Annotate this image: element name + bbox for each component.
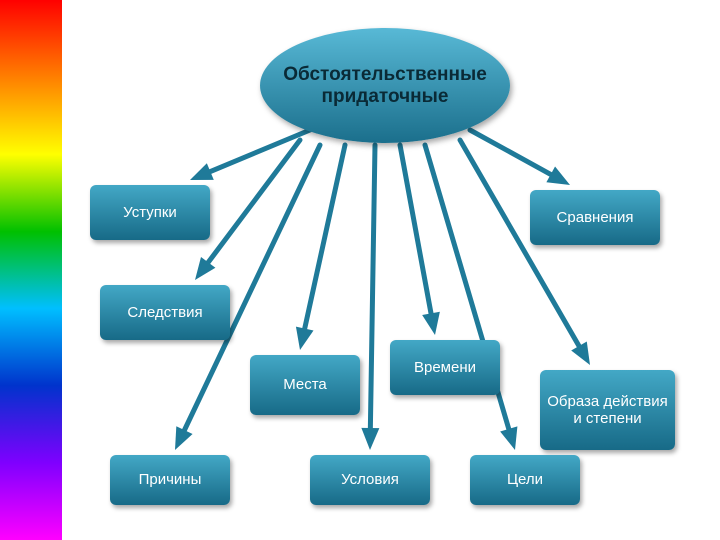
arrow-shaft	[400, 145, 431, 313]
node-mesta: Места	[250, 355, 360, 415]
node-label: Образа действия и степени	[546, 393, 669, 428]
arrow-head	[296, 327, 314, 350]
node-ustupki: Уступки	[90, 185, 210, 240]
node-sravneniya: Сравнения	[530, 190, 660, 245]
arrow-head	[422, 312, 440, 335]
node-obraza: Образа действия и степени	[540, 370, 675, 450]
node-celi: Цели	[470, 455, 580, 505]
arrow-head	[195, 257, 215, 280]
node-label: Причины	[139, 471, 202, 488]
node-label: Условия	[341, 471, 399, 488]
arrow-head	[361, 428, 379, 450]
node-label: Места	[283, 376, 327, 393]
arrow-shaft	[305, 145, 345, 329]
node-label: Сравнения	[557, 209, 634, 226]
arrow-shaft	[470, 130, 551, 174]
arrow-shaft	[208, 140, 300, 262]
diagram-stage: Обстоятельственные придаточные Уступки Сра…	[0, 0, 720, 540]
arrow-head	[546, 167, 570, 185]
node-label: Времени	[414, 359, 476, 376]
central-node-label: Обстоятельственные придаточные	[278, 64, 492, 108]
rainbow-sidebar	[0, 0, 62, 540]
node-usloviya: Условия	[310, 455, 430, 505]
node-label: Цели	[507, 471, 543, 488]
node-label: Следствия	[127, 304, 202, 321]
node-vremeni: Времени	[390, 340, 500, 395]
arrow-head	[175, 426, 193, 450]
arrow-shaft	[370, 145, 375, 428]
arrow-head	[190, 163, 214, 180]
node-sledstviya: Следствия	[100, 285, 230, 340]
arrow-head	[500, 426, 517, 450]
node-prichiny: Причины	[110, 455, 230, 505]
central-node: Обстоятельственные придаточные	[260, 28, 510, 143]
arrow-shaft	[210, 130, 310, 172]
node-label: Уступки	[123, 204, 177, 221]
arrow-head	[571, 341, 590, 365]
